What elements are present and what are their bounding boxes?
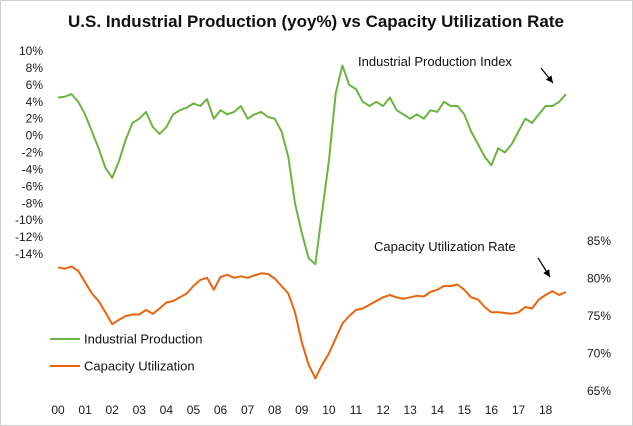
x-tick-label: 16: [485, 403, 499, 417]
annotation-arrow-ip: [540, 67, 554, 84]
right-tick-label: 75%: [587, 309, 611, 323]
x-tick-label: 06: [214, 403, 228, 417]
right-tick-label: 70%: [587, 347, 611, 361]
right-tick-label: 80%: [587, 272, 611, 286]
right-tick-label: 65%: [587, 384, 611, 398]
left-tick-label: 10%: [19, 44, 43, 58]
x-tick-label: 13: [403, 403, 417, 417]
x-tick-label: 11: [350, 403, 363, 417]
x-tick-label: 08: [268, 403, 282, 417]
x-tick-label: 00: [51, 403, 65, 417]
x-tick-label: 14: [431, 403, 445, 417]
left-tick-label: 8%: [26, 61, 44, 75]
x-tick-label: 07: [241, 403, 255, 417]
x-tick-label: 18: [539, 403, 553, 417]
x-tick-label: 15: [458, 403, 472, 417]
left-tick-label: 0%: [26, 129, 44, 143]
left-tick-label: -6%: [22, 179, 44, 193]
left-tick-label: -8%: [22, 196, 44, 210]
legend: Industrial Production Capacity Utilizatio…: [50, 332, 203, 374]
x-tick-label: 12: [376, 403, 390, 417]
left-tick-label: 2%: [26, 112, 44, 126]
left-tick-label: -12%: [15, 230, 43, 244]
series-layer: [57, 64, 567, 380]
left-tick-label: -10%: [15, 213, 43, 227]
x-tick-label: 10: [322, 403, 336, 417]
right-tick-label: 85%: [587, 234, 611, 248]
legend-item-industrial-production: Industrial Production: [50, 332, 203, 347]
x-tick-label: 17: [512, 403, 526, 417]
left-tick-label: -2%: [22, 146, 44, 160]
x-tick-label: 02: [106, 403, 120, 417]
chart-title: U.S. Industrial Production (yoy%) vs Cap…: [68, 12, 564, 31]
x-axis-ticks: 00 01 02 03 04 05 06 07 08 09 10 11 12 13 14 15 16 17 18: [51, 403, 552, 417]
x-tick-label: 01: [78, 403, 92, 417]
capacity-utilization-line: [57, 265, 567, 380]
annotation-layer: Industrial Production Index Capacity Util…: [358, 54, 554, 278]
x-tick-label: 09: [295, 403, 309, 417]
left-tick-label: -4%: [22, 162, 44, 176]
x-tick-label: 04: [160, 403, 174, 417]
left-tick-label: 4%: [26, 95, 44, 109]
annotation-arrow-cu: [537, 257, 551, 278]
legend-item-capacity-utilization: Capacity Utilization: [50, 359, 195, 374]
left-axis-ticks: 10% 8% 6% 4% 2% 0% -2% -4% -6% -8% -10% -12% -14%: [15, 44, 43, 261]
annotation-capacity-utilization: Capacity Utilization Rate: [374, 239, 516, 254]
industrial-production-line: [57, 64, 567, 266]
legend-label: Industrial Production: [84, 332, 203, 347]
left-tick-label: 6%: [26, 78, 44, 92]
x-tick-label: 03: [133, 403, 147, 417]
x-tick-label: 05: [187, 403, 201, 417]
left-tick-label: -14%: [15, 247, 43, 261]
legend-label: Capacity Utilization: [84, 359, 195, 374]
annotation-industrial-production: Industrial Production Index: [358, 54, 512, 69]
right-axis-ticks: 85% 80% 75% 70% 65%: [587, 234, 611, 398]
